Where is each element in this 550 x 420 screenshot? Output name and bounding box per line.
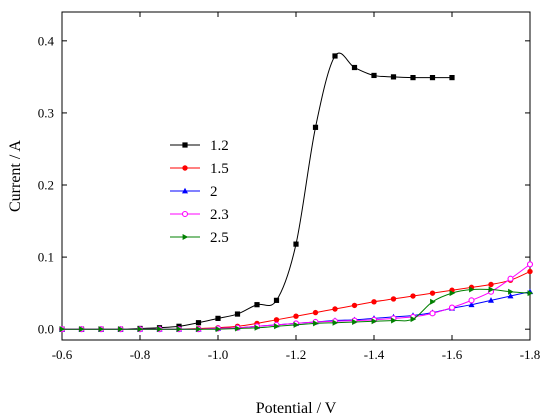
legend-marker <box>182 142 188 148</box>
data-point <box>371 318 378 325</box>
data-point <box>312 124 319 130</box>
data-point <box>371 72 377 79</box>
data-point <box>449 290 456 297</box>
data-point <box>98 326 105 333</box>
data-point <box>352 318 358 325</box>
legend-item: 1.2 <box>170 138 229 154</box>
data-point <box>332 53 338 59</box>
y-tick-label: 0.1 <box>38 250 54 265</box>
data-point <box>507 292 514 299</box>
legend-label: 1.2 <box>210 138 229 154</box>
legend-marker <box>182 234 189 240</box>
data-point <box>254 324 261 331</box>
data-point <box>293 313 299 319</box>
x-tick-label: -1.4 <box>364 347 385 362</box>
data-point <box>59 326 66 333</box>
data-point <box>273 317 280 323</box>
data-point <box>429 310 436 317</box>
data-point <box>410 293 416 299</box>
data-point <box>234 311 241 317</box>
series-2.5 <box>59 286 534 333</box>
data-point <box>410 75 416 81</box>
data-point <box>488 286 495 293</box>
data-point <box>468 301 475 308</box>
data-point <box>332 306 338 312</box>
legend-label: 2.3 <box>210 207 229 223</box>
legend-item: 2.5 <box>170 230 229 246</box>
axis-ticks: -0.6 -0.8 -1.0 -1.2 -1.4 -1.6 -1.8 0.0 0.1 0.2 0.3… <box>38 12 541 362</box>
data-point <box>469 286 475 293</box>
y-tick-label: 0.2 <box>38 178 54 193</box>
data-point <box>215 326 222 333</box>
data-point <box>254 302 260 308</box>
x-axis-title: Potential / V <box>256 400 337 417</box>
y-tick-label: 0.0 <box>38 322 54 337</box>
data-point <box>293 241 299 247</box>
data-point <box>157 326 163 333</box>
data-point <box>390 296 397 302</box>
x-tick-label: -1.2 <box>286 347 307 362</box>
series-2.3 <box>58 261 534 333</box>
data-point <box>507 275 514 282</box>
series-line <box>62 52 452 330</box>
data-point <box>351 64 358 71</box>
data-point <box>391 317 397 324</box>
legend-marker <box>182 165 188 171</box>
data-point <box>430 298 436 305</box>
legend-marker <box>182 187 188 194</box>
y-axis-title: Current / A <box>7 140 24 212</box>
data-point <box>468 297 475 304</box>
data-point <box>508 288 514 295</box>
data-point <box>312 309 319 316</box>
data-point <box>371 299 377 305</box>
data-point <box>449 75 455 81</box>
legend: 1.2 1.5 2 2.3 2.5 <box>170 138 229 246</box>
x-tick-label: -1.6 <box>442 347 463 362</box>
x-tick-label: -0.6 <box>52 347 73 362</box>
legend-label: 1.5 <box>210 161 229 177</box>
data-point <box>137 326 144 333</box>
data-point <box>176 326 183 333</box>
series-line <box>62 263 531 330</box>
data-point <box>332 319 339 326</box>
data-point <box>195 320 202 326</box>
data-point <box>235 325 241 332</box>
data-point <box>79 326 85 333</box>
data-point <box>390 74 397 80</box>
data-point <box>351 302 358 309</box>
data-point <box>526 261 534 268</box>
legend-item: 2.3 <box>170 207 229 223</box>
x-tick-label: -1.8 <box>520 347 541 362</box>
data-point <box>448 304 456 311</box>
legend-item: 1.5 <box>170 161 229 177</box>
data-point <box>527 268 533 275</box>
y-tick-label: 0.4 <box>38 33 55 48</box>
series-layer <box>58 52 534 333</box>
x-tick-label: -1.0 <box>208 347 229 362</box>
data-point <box>488 297 494 303</box>
series-1.2 <box>59 52 455 332</box>
x-tick-label: -0.8 <box>130 347 151 362</box>
legend-marker <box>181 210 189 218</box>
data-point <box>410 316 417 323</box>
data-point <box>215 315 221 321</box>
data-point <box>273 297 280 303</box>
data-point <box>293 321 300 328</box>
y-tick-label: 0.3 <box>38 105 54 120</box>
data-point <box>313 320 319 327</box>
legend-label: 2.5 <box>210 230 229 246</box>
data-point <box>429 75 436 81</box>
data-point <box>488 281 494 288</box>
data-point <box>118 326 124 333</box>
legend-item: 2 <box>170 184 218 200</box>
data-point <box>274 323 280 330</box>
data-point <box>527 290 534 297</box>
legend-label: 2 <box>210 184 218 200</box>
data-point <box>196 326 202 333</box>
data-point <box>429 290 436 296</box>
